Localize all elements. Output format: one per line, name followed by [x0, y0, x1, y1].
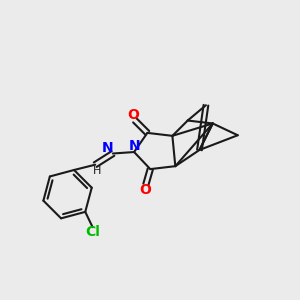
Text: H: H	[92, 166, 101, 176]
Text: O: O	[140, 183, 151, 197]
Text: N: N	[128, 139, 140, 153]
Text: Cl: Cl	[85, 226, 100, 239]
Text: O: O	[128, 108, 140, 122]
Text: N: N	[102, 141, 113, 155]
